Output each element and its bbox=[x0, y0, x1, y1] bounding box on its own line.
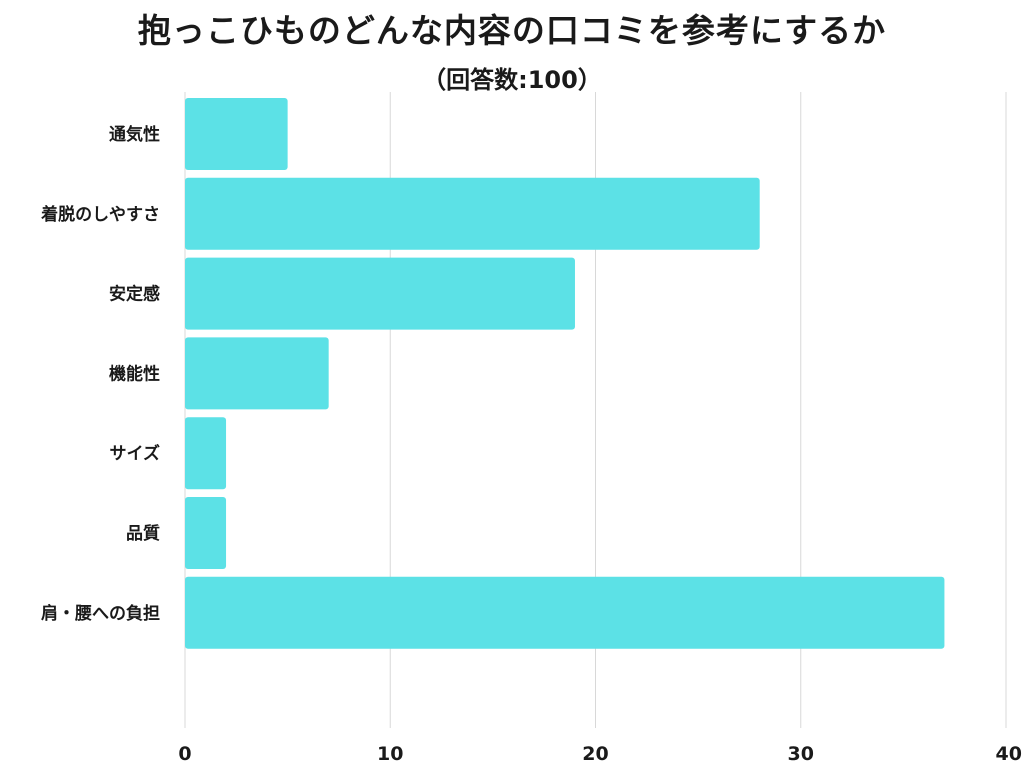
bars bbox=[185, 98, 945, 649]
bar bbox=[185, 576, 945, 649]
category-label: 着脱のしやすさ bbox=[40, 204, 160, 225]
chart-title: 抱っこひものどんな内容の口コミを参考にするか bbox=[137, 11, 887, 50]
x-tick-label: 30 bbox=[788, 743, 814, 765]
x-tick-label: 40 bbox=[996, 743, 1022, 765]
x-tick-label: 10 bbox=[377, 743, 403, 765]
bar bbox=[185, 337, 329, 410]
category-label: 安定感 bbox=[109, 284, 160, 305]
category-label: サイズ bbox=[110, 443, 161, 464]
x-tick-label: 0 bbox=[178, 743, 191, 765]
bar bbox=[185, 257, 575, 330]
category-label: 通気性 bbox=[109, 124, 160, 145]
x-tick-label: 20 bbox=[582, 743, 608, 765]
bar bbox=[185, 98, 288, 170]
chart-subtitle: （回答数:100） bbox=[422, 66, 602, 94]
category-label: 品質 bbox=[126, 523, 160, 544]
bar bbox=[185, 177, 760, 250]
bar bbox=[185, 497, 227, 569]
category-label: 肩・腰への負担 bbox=[41, 603, 160, 624]
category-label: 機能性 bbox=[109, 363, 160, 384]
x-axis-tick-labels: 0 10 20 30 40 bbox=[178, 743, 1022, 765]
bar bbox=[185, 417, 227, 490]
